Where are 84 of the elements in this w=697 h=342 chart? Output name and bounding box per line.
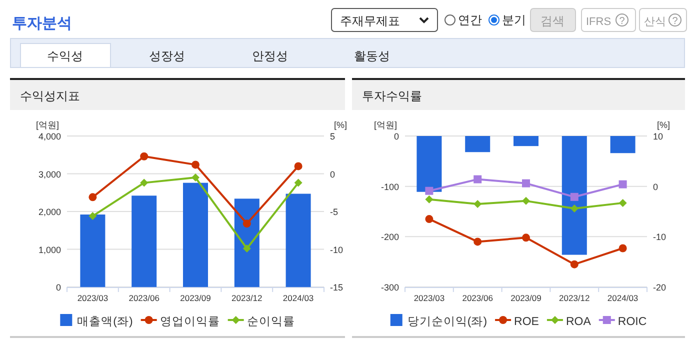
- legend-label: ROIC: [618, 316, 647, 328]
- point: [618, 244, 627, 252]
- y-tick-label: 3,000: [38, 169, 61, 180]
- bar: [286, 194, 311, 287]
- point: [192, 174, 200, 182]
- text: 투자분석: [12, 15, 72, 32]
- x-tick-label: 2023/12: [559, 293, 590, 303]
- point: [618, 198, 627, 207]
- point: [570, 260, 578, 268]
- point: [425, 186, 434, 195]
- chart-title: 수익성지표: [20, 89, 80, 103]
- y-tick-label: 4,000: [38, 132, 61, 142]
- x-tick-label: 2023/06: [462, 293, 494, 303]
- point: [425, 195, 434, 204]
- point: [570, 204, 578, 212]
- text: 검색: [540, 14, 564, 28]
- y-axis-title: [억원]: [36, 120, 59, 130]
- point: [242, 244, 251, 252]
- y-tick-label: 1,000: [38, 244, 61, 255]
- y-tick-label: 2,000: [38, 207, 61, 217]
- y2-tick-label: 5: [330, 132, 336, 142]
- chart-title: 투자수익률: [362, 89, 422, 103]
- legend-label: ROA: [566, 316, 592, 328]
- text: IFRS: [586, 16, 612, 28]
- text: 성장성: [149, 49, 185, 63]
- x-tick-label: 2024/03: [607, 293, 638, 303]
- x-tick-label: 2023/06: [128, 293, 160, 303]
- y-tick-label: -200: [380, 232, 399, 242]
- y2-tick-label: -5: [330, 207, 338, 217]
- point: [242, 220, 251, 228]
- y2-axis-title: [%]: [657, 120, 670, 130]
- x-tick-label: 2023/12: [232, 293, 263, 303]
- x-tick-label: 2023/03: [414, 293, 445, 303]
- y-tick-label: -100: [380, 182, 399, 192]
- point: [522, 196, 530, 205]
- x-tick-label: 2023/03: [77, 293, 108, 303]
- text: 연간: [458, 13, 482, 27]
- x-tick-label: 2024/03: [282, 293, 314, 303]
- point: [140, 152, 148, 160]
- y2-tick-label: -10: [653, 232, 666, 242]
- y2-tick-label: 10: [653, 132, 664, 142]
- x-tick-label: 2023/09: [180, 293, 212, 303]
- bar: [183, 182, 208, 287]
- legend-label: 당기순이익(좌): [407, 316, 488, 328]
- y-tick-label: -300: [380, 282, 399, 292]
- legend-label: 순이익률: [246, 316, 295, 328]
- point: [294, 178, 302, 187]
- y-tick-label: 0: [394, 132, 399, 142]
- text: ?: [672, 16, 678, 27]
- point: [618, 180, 627, 188]
- point: [88, 212, 97, 220]
- text: 안정성: [252, 49, 288, 63]
- legend-label: 영업이익률: [160, 316, 220, 328]
- text: 분기: [502, 13, 526, 27]
- text: 수익성: [47, 49, 83, 63]
- y2-tick-label: 0: [330, 169, 336, 180]
- point: [474, 200, 482, 208]
- point: [88, 193, 97, 202]
- y2-axis-title: [%]: [334, 120, 348, 130]
- point: [570, 192, 578, 201]
- bar: [132, 196, 157, 287]
- text: 산식: [644, 16, 666, 28]
- text: ?: [619, 16, 626, 27]
- point: [192, 160, 200, 169]
- y-tick-label: 0: [56, 282, 61, 292]
- bar: [234, 198, 260, 287]
- point: [294, 162, 302, 170]
- y2-tick-label: -20: [653, 282, 666, 292]
- y-axis-title: [억원]: [374, 120, 397, 130]
- point: [522, 234, 530, 242]
- point: [474, 175, 482, 184]
- legend-label: 매출액(좌): [77, 315, 133, 328]
- point: [522, 179, 530, 188]
- y2-tick-label: 0: [653, 182, 658, 192]
- bar: [80, 214, 106, 287]
- point: [425, 215, 434, 224]
- text: 주재무제표: [340, 14, 400, 28]
- x-tick-label: 2023/09: [510, 293, 542, 303]
- point: [474, 238, 482, 246]
- y2-tick-label: -15: [330, 282, 344, 292]
- point: [140, 178, 148, 187]
- text: 활동성: [354, 49, 390, 63]
- y2-tick-label: -10: [330, 244, 344, 255]
- legend-label: ROE: [514, 316, 540, 328]
